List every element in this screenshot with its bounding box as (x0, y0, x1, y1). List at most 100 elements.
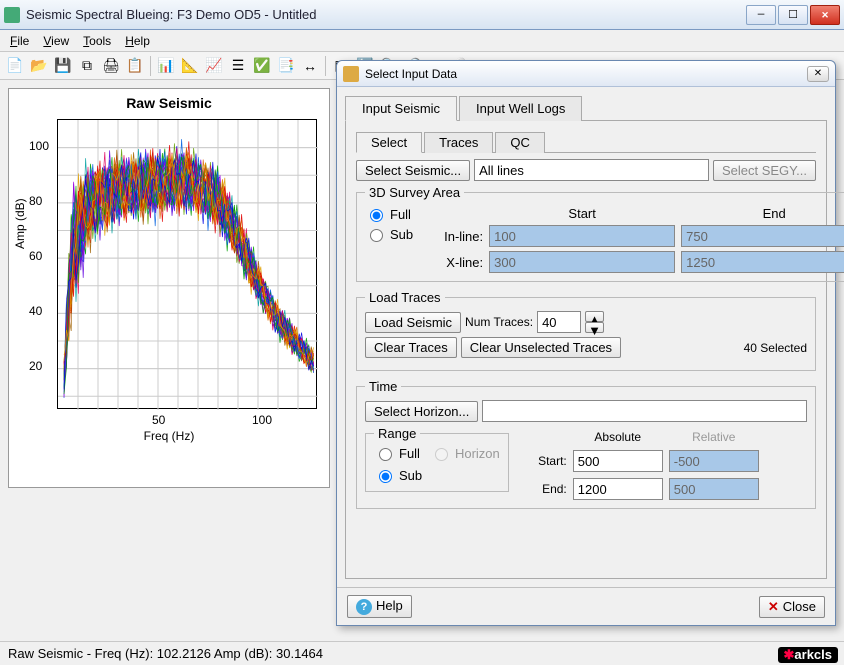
chart-plot[interactable] (57, 119, 317, 409)
subtab-select[interactable]: Select (356, 132, 422, 153)
ytick-100: 100 (29, 139, 49, 153)
tabs-icon[interactable]: 📑 (275, 55, 297, 77)
chart-ylabel: Amp (dB) (13, 198, 27, 249)
menu-view[interactable]: View (37, 32, 75, 50)
selected-seismic-field[interactable] (474, 159, 709, 181)
saveas-icon[interactable]: ⧉ (76, 55, 98, 77)
abs-header: Absolute (573, 430, 663, 444)
ytick-60: 60 (29, 249, 42, 263)
load-traces-group: Load Traces Load Seismic Num Traces: ▲ ▼… (356, 290, 816, 371)
map-icon[interactable]: 📐 (179, 55, 201, 77)
menu-tools[interactable]: Tools (77, 32, 117, 50)
horizon-field[interactable] (482, 400, 807, 422)
app-icon (4, 7, 20, 23)
logo-text: arkcls (794, 647, 832, 662)
window-title: Seismic Spectral Blueing: F3 Demo OD5 - … (26, 7, 744, 22)
toolbar-sep2 (325, 56, 326, 76)
select-segy-button[interactable]: Select SEGY... (713, 160, 816, 181)
chart-xlabel: Freq (Hz) (9, 429, 329, 443)
end-rel-field[interactable] (669, 478, 759, 500)
end-label: End: (523, 482, 567, 496)
menubar: File View Tools Help (0, 30, 844, 52)
survey-legend: 3D Survey Area (365, 185, 464, 200)
num-traces-field[interactable] (537, 311, 581, 333)
start-abs-field[interactable] (573, 450, 663, 472)
tab-input-well-logs[interactable]: Input Well Logs (459, 96, 582, 121)
inline-label: In-line: (431, 229, 483, 244)
clear-unselected-button[interactable]: Clear Unselected Traces (461, 337, 621, 358)
range-full-radio[interactable]: Full (374, 445, 420, 461)
xtick-100: 100 (252, 413, 272, 427)
num-traces-label: Num Traces: (465, 315, 533, 329)
numtraces-up-icon[interactable]: ▲ (585, 311, 604, 322)
dialog-titlebar: Select Input Data ✕ (337, 61, 835, 87)
menu-file[interactable]: File (4, 32, 35, 50)
start-rel-field[interactable] (669, 450, 759, 472)
save-icon[interactable]: 💾 (52, 55, 74, 77)
chart-svg (58, 120, 318, 410)
subtab-qc[interactable]: QC (495, 132, 545, 153)
time-legend: Time (365, 379, 401, 394)
copy-icon[interactable]: 📋 (124, 55, 146, 77)
inline-start-field[interactable] (489, 225, 675, 247)
status-text: Raw Seismic - Freq (Hz): 102.2126 Amp (d… (8, 646, 323, 661)
xline-end-field[interactable] (681, 251, 844, 273)
open-icon[interactable]: 📂 (28, 55, 50, 77)
range-group: Range Full Horizon Sub (365, 426, 509, 492)
minimize-button[interactable]: — (746, 5, 776, 25)
menu-help[interactable]: Help (119, 32, 156, 50)
check-icon[interactable]: ✅ (251, 55, 273, 77)
xline-label: X-line: (431, 255, 483, 270)
load-legend: Load Traces (365, 290, 445, 305)
xline-start-field[interactable] (489, 251, 675, 273)
toolbar-sep (150, 56, 151, 76)
close-x-icon: ✕ (768, 599, 779, 614)
graph-icon[interactable]: 📈 (203, 55, 225, 77)
logo-star: ✱ (784, 647, 795, 662)
ytick-20: 20 (29, 359, 42, 373)
chart-panel: Raw Seismic Amp (dB) 50 100 100 80 60 40… (8, 88, 330, 488)
dialog-title: Select Input Data (365, 67, 807, 81)
range-sub-radio[interactable]: Sub (374, 467, 500, 483)
tab-input-seismic[interactable]: Input Seismic (345, 96, 457, 121)
chart-title: Raw Seismic (9, 89, 329, 111)
dialog-icon (343, 66, 359, 82)
statusbar: Raw Seismic - Freq (Hz): 102.2126 Amp (d… (0, 641, 844, 665)
maximize-button[interactable]: ☐ (778, 5, 808, 25)
rel-header: Relative (669, 430, 759, 444)
range-legend: Range (374, 426, 420, 441)
range-horizon-radio[interactable]: Horizon (430, 445, 500, 461)
survey-full-radio[interactable]: Full (365, 206, 413, 222)
selected-count: 40 Selected (744, 341, 807, 355)
help-badge-icon: ? (356, 599, 372, 615)
select-seismic-button[interactable]: Select Seismic... (356, 160, 470, 181)
swap-icon[interactable]: ↔ (299, 55, 321, 77)
chart-icon[interactable]: 📊 (155, 55, 177, 77)
ytick-80: 80 (29, 194, 42, 208)
bars-icon[interactable]: ☰ (227, 55, 249, 77)
subtab-traces[interactable]: Traces (424, 132, 493, 153)
new-icon[interactable]: 📄 (4, 55, 26, 77)
xtick-50: 50 (152, 413, 165, 427)
end-abs-field[interactable] (573, 478, 663, 500)
time-group: Time Select Horizon... Range Full Horizo… (356, 379, 816, 509)
start-label: Start: (523, 454, 567, 468)
hdr-start: Start (489, 206, 675, 221)
print-icon[interactable]: 🖨 (100, 55, 122, 77)
close-button[interactable]: ✕ (810, 5, 840, 25)
select-input-dialog: Select Input Data ✕ Input Seismic Input … (336, 60, 836, 626)
dialog-help-button[interactable]: ?Help (347, 595, 412, 618)
dialog-close-button[interactable]: ✕Close (759, 596, 825, 618)
load-seismic-button[interactable]: Load Seismic (365, 312, 461, 333)
numtraces-down-icon[interactable]: ▼ (585, 322, 604, 333)
logo: ✱arkcls (778, 647, 839, 663)
select-horizon-button[interactable]: Select Horizon... (365, 401, 478, 422)
survey-area-group: 3D Survey Area Full Sub Start End Inc In… (356, 185, 844, 282)
inline-end-field[interactable] (681, 225, 844, 247)
clear-traces-button[interactable]: Clear Traces (365, 337, 457, 358)
survey-sub-radio[interactable]: Sub (365, 226, 413, 242)
hdr-end: End (681, 206, 844, 221)
ytick-40: 40 (29, 304, 42, 318)
main-titlebar: Seismic Spectral Blueing: F3 Demo OD5 - … (0, 0, 844, 30)
dialog-close-icon[interactable]: ✕ (807, 66, 829, 82)
